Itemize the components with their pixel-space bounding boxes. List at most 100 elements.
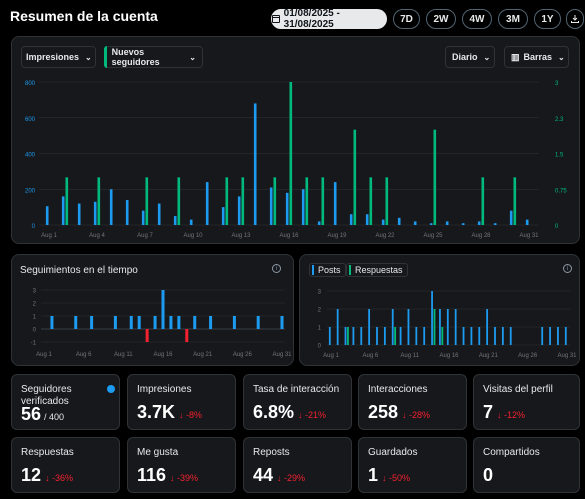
stat-card-replies[interactable]: Respuestas 12 ↓ -36%: [11, 437, 120, 493]
range-1y-button[interactable]: 1Y: [534, 9, 561, 29]
download-button[interactable]: [566, 9, 584, 29]
stat-card-likes[interactable]: Me gusta 116 ↓ -39%: [127, 437, 236, 493]
impressions-bar: [493, 223, 497, 225]
chart-kind-select[interactable]: ▥ Barras ⌄: [504, 46, 569, 68]
impressions-bar: [61, 196, 65, 225]
posts-bar: [376, 327, 378, 345]
stat-label: Reposts: [253, 447, 290, 458]
download-icon: [571, 15, 579, 23]
impressions-bar: [429, 223, 433, 225]
posts-bar: [564, 327, 567, 345]
stat-value: 258 ↓ -28%: [368, 402, 430, 423]
stat-card-bookmarks[interactable]: Guardados 1 ↓ -50%: [358, 437, 467, 493]
stat-label: Seguidores verificados: [21, 384, 72, 407]
y-left-tick-label: 800: [25, 81, 36, 87]
replies-bar: [347, 327, 349, 345]
stat-card-reposts[interactable]: Reposts 44 ↓ -29%: [243, 437, 352, 493]
posts-bar: [391, 309, 394, 345]
stat-delta: ↓ -8%: [179, 410, 203, 420]
stat-card-verified-followers[interactable]: Seguidores verificados 56/ 400: [11, 374, 120, 430]
info-icon[interactable]: i: [272, 264, 281, 273]
stat-value: 7 ↓ -12%: [483, 402, 525, 423]
new-followers-bar: [289, 82, 293, 225]
posts-bar: [446, 309, 449, 345]
stat-card-impressions[interactable]: Impresiones 3.7K ↓ -8%: [127, 374, 236, 430]
follow-bar: [169, 316, 173, 329]
new-followers-bar: [481, 177, 485, 225]
metric1-select[interactable]: Impresiones ⌄: [21, 46, 96, 68]
new-followers-bar: [177, 177, 181, 225]
page-title: Resumen de la cuenta: [10, 8, 158, 24]
stat-card-profile-visits[interactable]: Visitas del perfil 7 ↓ -12%: [473, 374, 580, 430]
y-right-tick-label: 0: [555, 224, 559, 230]
y-tick-label: 2: [33, 302, 37, 308]
posts-bar: [462, 327, 465, 345]
posts-bar: [501, 327, 504, 345]
stat-card-shares[interactable]: Compartidos 0: [473, 437, 580, 493]
range-2w-button[interactable]: 2W: [426, 9, 456, 29]
stat-value-number: 44: [253, 465, 274, 485]
follow-bar: [90, 316, 94, 329]
replies-bar: [394, 327, 397, 345]
stat-card-interactions[interactable]: Interacciones 258 ↓ -28%: [358, 374, 467, 430]
y-left-tick-label: 400: [25, 153, 36, 159]
calendar-icon: [272, 15, 280, 23]
new-followers-bar: [65, 177, 69, 225]
x-tick-label: Aug 25: [423, 233, 443, 239]
chevron-down-icon: ⌄: [85, 52, 92, 62]
posts-bar: [494, 327, 496, 345]
x-tick-label: Aug 31: [557, 353, 577, 359]
posts-bar: [383, 327, 386, 345]
y-tick-label: 0: [318, 344, 322, 350]
stat-value-number: 6.8%: [253, 402, 295, 422]
stat-label: Guardados: [368, 447, 418, 458]
follow-bar: [232, 316, 236, 329]
date-range-picker[interactable]: 01/08/2025 - 31/08/2025: [271, 8, 387, 30]
range-3m-button[interactable]: 3M: [498, 9, 528, 29]
metric2-select[interactable]: Nuevos seguidores ⌄: [104, 46, 203, 68]
new-followers-bar: [97, 177, 101, 225]
posts-bar: [470, 327, 473, 345]
legend-posts-label: Posts: [318, 265, 341, 275]
info-icon[interactable]: i: [563, 264, 572, 273]
impressions-bar: [301, 189, 305, 225]
impressions-bar: [381, 219, 385, 225]
x-tick-label: Aug 4: [89, 233, 105, 239]
impressions-bar: [269, 187, 273, 225]
interval-select[interactable]: Diario ⌄: [445, 46, 495, 68]
range-4w-button[interactable]: 4W: [462, 9, 492, 29]
impressions-bar: [461, 223, 465, 225]
stat-value-number: 3.7K: [137, 402, 176, 422]
follow-bar: [177, 316, 181, 329]
x-tick-label: Aug 6: [76, 352, 92, 358]
new-followers-bar: [321, 177, 325, 225]
x-tick-label: Aug 19: [327, 233, 347, 239]
x-tick-label: Aug 1: [41, 233, 57, 239]
impressions-bar: [333, 182, 337, 225]
replies-color-marker: [349, 265, 351, 275]
stat-card-engagement-rate[interactable]: Tasa de interacción 6.8% ↓ -21%: [243, 374, 352, 430]
posts-bar: [454, 309, 457, 345]
impressions-bar: [477, 221, 481, 225]
impressions-bar: [253, 103, 257, 225]
x-tick-label: Aug 21: [193, 352, 213, 358]
impressions-bar: [205, 182, 209, 225]
stat-value: 12 ↓ -36%: [21, 465, 73, 486]
follow-bar: [193, 316, 197, 329]
x-tick-label: Aug 10: [183, 233, 203, 239]
new-followers-bar: [241, 177, 245, 225]
impressions-bar: [285, 192, 289, 225]
stat-value: 1 ↓ -50%: [368, 465, 410, 486]
x-tick-label: Aug 31: [519, 233, 539, 239]
follow-bar: [113, 316, 117, 329]
posts-bar: [509, 327, 512, 345]
replies-bar: [441, 327, 444, 345]
range-7d-button[interactable]: 7D: [393, 9, 420, 29]
chevron-down-icon: ⌄: [483, 52, 491, 62]
chart-kind-label: Barras: [523, 52, 553, 62]
x-tick-label: Aug 11: [400, 353, 419, 359]
impressions-bar: [125, 199, 129, 225]
stat-value: 0: [483, 465, 497, 486]
posts-bar: [478, 327, 481, 345]
x-tick-label: Aug 21: [479, 353, 499, 359]
